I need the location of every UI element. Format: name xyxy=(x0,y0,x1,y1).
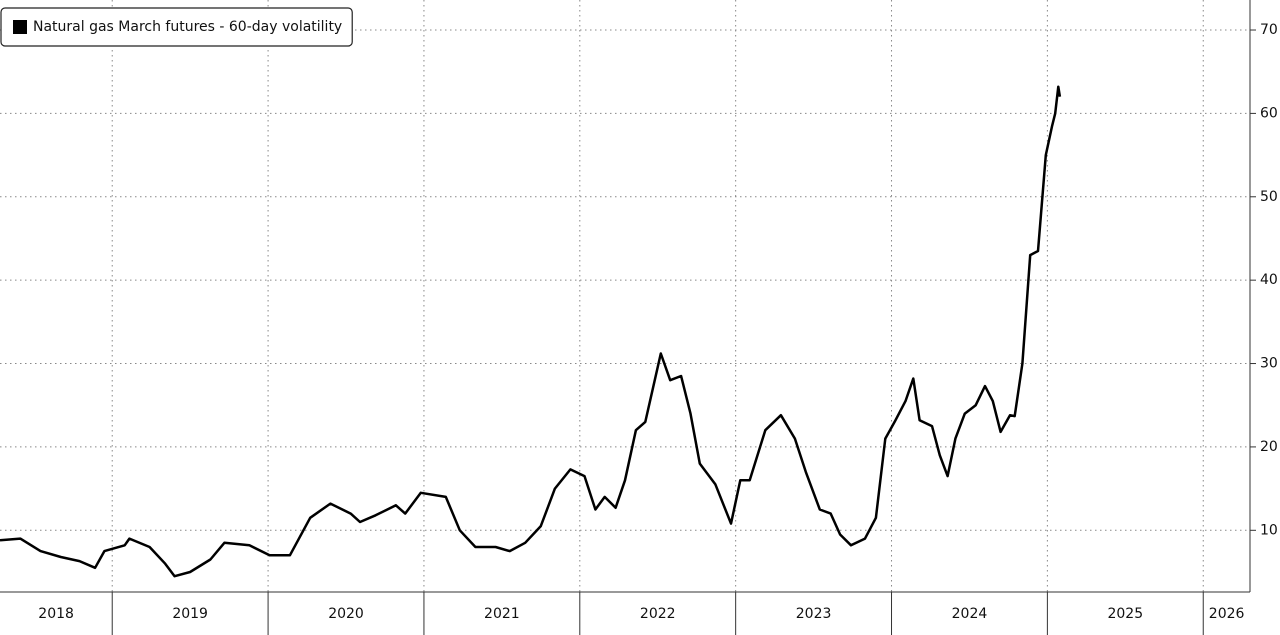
y-tick-label: 10 xyxy=(1260,522,1278,538)
x-tick-label: 2022 xyxy=(640,606,676,622)
line-series xyxy=(0,85,1062,578)
y-tick-label: 40 xyxy=(1260,272,1278,288)
x-tick-label: 2020 xyxy=(328,606,364,622)
x-tick-label: 2024 xyxy=(952,606,988,622)
x-tick-label: 2026 xyxy=(1209,606,1245,622)
x-tick-label: 2021 xyxy=(484,606,520,622)
y-tick-label: 50 xyxy=(1260,189,1278,205)
x-tick-label: 2025 xyxy=(1107,606,1143,622)
x-tick-label: 2018 xyxy=(38,606,74,622)
y-tick-label: 70 xyxy=(1260,22,1278,38)
y-tick-label: 20 xyxy=(1260,439,1278,455)
x-tick-label: 2019 xyxy=(172,606,208,622)
y-tick-label: 30 xyxy=(1260,356,1278,372)
legend-label: Natural gas March futures - 60-day volat… xyxy=(33,19,342,35)
legend: Natural gas March futures - 60-day volat… xyxy=(0,7,353,47)
legend-swatch xyxy=(13,20,27,34)
y-tick-label: 60 xyxy=(1260,105,1278,121)
legend-box xyxy=(0,7,353,47)
x-tick-label: 2023 xyxy=(796,606,832,622)
